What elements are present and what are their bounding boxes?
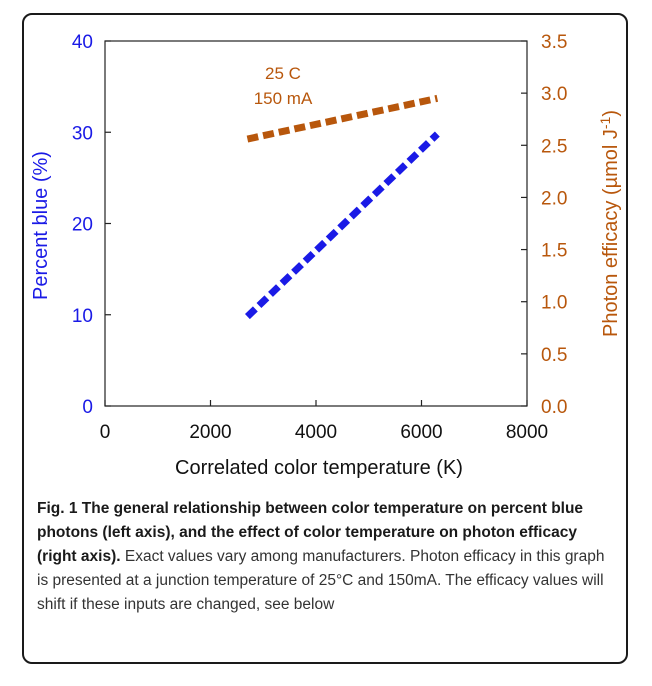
x-tick-label: 4000: [295, 422, 337, 443]
caption-title: Fig. 1 The general relationship between …: [37, 500, 584, 565]
left-tick-label: 20: [72, 215, 93, 236]
caption-text: Exact values vary among manufacturers. P…: [37, 548, 605, 613]
right-tick-label: 3.5: [541, 32, 567, 53]
x-axis-label: Correlated color temperature (K): [175, 457, 463, 479]
right-tick-label: 3.0: [541, 84, 567, 105]
series-line-percent-blue: [244, 131, 440, 320]
right-tick-label: 0.0: [541, 397, 567, 418]
left-tick-label: 30: [72, 123, 93, 144]
right-axis-label-close: ): [600, 110, 622, 117]
x-tick-label: 0: [100, 422, 111, 443]
figure-caption: Fig. 1 The general relationship between …: [37, 497, 619, 617]
right-tick-label: 1.5: [541, 241, 567, 262]
left-tick-label: 40: [72, 32, 93, 53]
right-axis-label: Photon efficacy (µmol J-1): [597, 110, 622, 337]
x-tick-label: 6000: [400, 422, 442, 443]
annotation-temperature: 25 C: [265, 64, 301, 83]
annotation-current: 150 mA: [254, 89, 313, 108]
right-tick-label: 1.0: [541, 293, 567, 314]
left-axis-label: Percent blue (%): [30, 151, 52, 300]
chart: 0 2000 4000 6000 8000 0 10 20 30 40 0.0 0.5 1.0 1.5 2.…: [30, 32, 622, 479]
plot-area: [104, 40, 528, 407]
right-axis-label-superscript: -1: [597, 116, 613, 129]
x-tick-label: 2000: [189, 422, 231, 443]
series-line-photon-efficacy: [246, 94, 439, 143]
right-tick-label: 2.5: [541, 136, 567, 157]
right-tick-label: 2.0: [541, 188, 567, 209]
left-tick-label: 10: [72, 306, 93, 327]
left-tick-label: 0: [82, 397, 93, 418]
right-axis-label-main: Photon efficacy (µmol J: [600, 129, 622, 337]
x-tick-label: 8000: [506, 422, 548, 443]
right-tick-label: 0.5: [541, 345, 567, 366]
